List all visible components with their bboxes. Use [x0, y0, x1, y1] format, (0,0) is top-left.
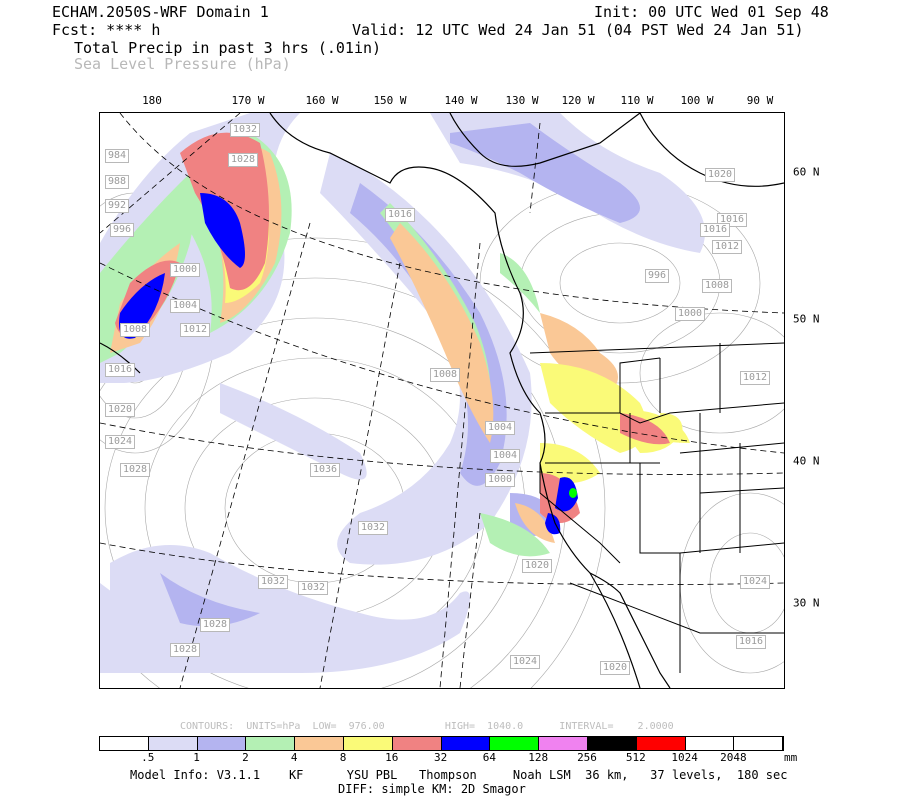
colorbar-cell — [636, 737, 686, 750]
lon-label: 160 W — [305, 94, 339, 107]
colorbar — [99, 736, 785, 751]
colorbar-label: 256 — [577, 751, 597, 764]
pressure-label: 1032 — [358, 521, 389, 535]
pressure-label: 1028 — [170, 643, 201, 657]
pressure-label: 1004 — [485, 421, 516, 435]
pressure-label: 1004 — [490, 449, 521, 463]
colorbar-cell — [392, 737, 442, 750]
pressure-label: 1032 — [258, 575, 289, 589]
lon-label: 100 W — [680, 94, 714, 107]
colorbar-unit: mm — [784, 751, 798, 764]
colorbar-label: 512 — [625, 751, 646, 764]
colorbar-cell — [343, 737, 393, 750]
map-svg — [100, 113, 784, 688]
model-title: ECHAM.2050S-WRF Domain 1 — [52, 3, 269, 21]
pressure-label: 1012 — [740, 371, 771, 385]
lat-label: 40 N — [793, 454, 820, 468]
pressure-label: 1020 — [705, 168, 736, 182]
colorbar-label: 16 — [385, 751, 399, 764]
pressure-label: 1028 — [200, 618, 231, 632]
pressure-label: 1024 — [510, 655, 541, 669]
pressure-label: 1016 — [105, 363, 136, 377]
pressure-label: 1020 — [105, 403, 136, 417]
graticule — [100, 113, 784, 688]
lon-label: 120 W — [561, 94, 595, 107]
colorbar-cell — [490, 737, 540, 750]
valid-time: Valid: 12 UTC Wed 24 Jan 51 (04 PST Wed … — [352, 21, 804, 39]
pressure-label: 1008 — [120, 323, 151, 337]
pressure-label: 1028 — [120, 463, 151, 477]
field-slp: Sea Level Pressure (hPa) — [74, 55, 291, 73]
colorbar-label: 8 — [339, 751, 347, 764]
pressure-label: 1012 — [180, 323, 211, 337]
pressure-label: 1024 — [105, 435, 136, 449]
colorbar-label: .5 — [141, 751, 155, 764]
pressure-label: 996 — [645, 269, 670, 283]
pressure-label: 1028 — [228, 153, 259, 167]
pressure-label: 1016 — [736, 635, 767, 649]
lat-label: 30 N — [793, 596, 820, 610]
colorbar-label: 128 — [528, 751, 549, 764]
colorbar-label: 2048 — [720, 751, 747, 764]
pressure-label: 1020 — [522, 559, 553, 573]
precip-32in — [119, 193, 578, 535]
pressure-label: 1016 — [385, 208, 416, 222]
colorbar-cell — [441, 737, 491, 750]
model-info: Model Info: V3.1.1 KF YSU PBL Thompson N… — [130, 768, 788, 782]
pressure-label: 984 — [105, 149, 130, 163]
precip-map: 1032 1028 984 988 992 996 1000 1004 1008… — [99, 112, 785, 689]
lon-label: 170 W — [231, 94, 265, 107]
pressure-label: 1032 — [298, 581, 329, 595]
pressure-label: 1000 — [170, 263, 201, 277]
colorbar-cell — [734, 737, 784, 750]
pressure-label: 1008 — [430, 368, 461, 382]
pressure-label-layer: 1032 1028 984 988 992 996 1000 1004 1008… — [100, 113, 784, 688]
lon-label: 90 W — [746, 94, 774, 107]
pressure-label: 992 — [105, 199, 130, 213]
pressure-label: 1004 — [170, 299, 201, 313]
init-time: Init: 00 UTC Wed 01 Sep 48 — [594, 3, 829, 21]
pressure-label: 1000 — [675, 307, 706, 321]
colorbar-cell — [539, 737, 588, 750]
pressure-label: 988 — [105, 175, 130, 189]
lon-label: 140 W — [444, 94, 478, 107]
colorbar-label: 64 — [482, 751, 497, 764]
lat-label: 60 N — [793, 165, 820, 179]
pressure-label: 1032 — [230, 123, 261, 137]
colorbar-cell — [246, 737, 296, 750]
pressure-label: 1000 — [485, 473, 516, 487]
colorbar-cell — [100, 737, 149, 750]
pressure-label: 1020 — [600, 661, 631, 675]
colorbar-label: 2 — [242, 751, 249, 764]
pressure-label: 1008 — [702, 279, 733, 293]
borders — [529, 342, 784, 673]
diff-info: DIFF: simple KM: 2D Smagor — [338, 782, 526, 796]
lon-label: 180 — [142, 94, 162, 107]
precip-64in — [569, 488, 577, 498]
field-precip: Total Precip in past 3 hrs (.01in) — [74, 39, 382, 57]
contours-info: CONTOURS: UNITS=hPa LOW= 976.00 HIGH= 10… — [180, 721, 674, 732]
pressure-label: 1016 — [700, 223, 731, 237]
colorbar-cell — [587, 737, 637, 750]
pressure-label: 1036 — [310, 463, 341, 477]
colorbar-cell — [295, 737, 344, 750]
lon-label: 110 W — [620, 94, 654, 107]
colorbar-label: 1 — [193, 751, 200, 764]
colorbar-cell — [148, 737, 198, 750]
forecast-hour: Fcst: **** h — [52, 21, 161, 39]
colorbar-cell — [197, 737, 247, 750]
lat-label: 50 N — [793, 312, 820, 326]
coastline — [100, 113, 784, 688]
colorbar-label: 32 — [433, 751, 448, 764]
pressure-label: 996 — [110, 223, 135, 237]
pressure-label: 1012 — [712, 240, 743, 254]
colorbar-label: 4 — [290, 751, 298, 764]
colorbar-label: 1024 — [671, 751, 698, 764]
lon-label: 150 W — [373, 94, 407, 107]
lon-label: 130 W — [505, 94, 539, 107]
pressure-label: 1024 — [740, 575, 771, 589]
colorbar-cell — [685, 737, 735, 750]
